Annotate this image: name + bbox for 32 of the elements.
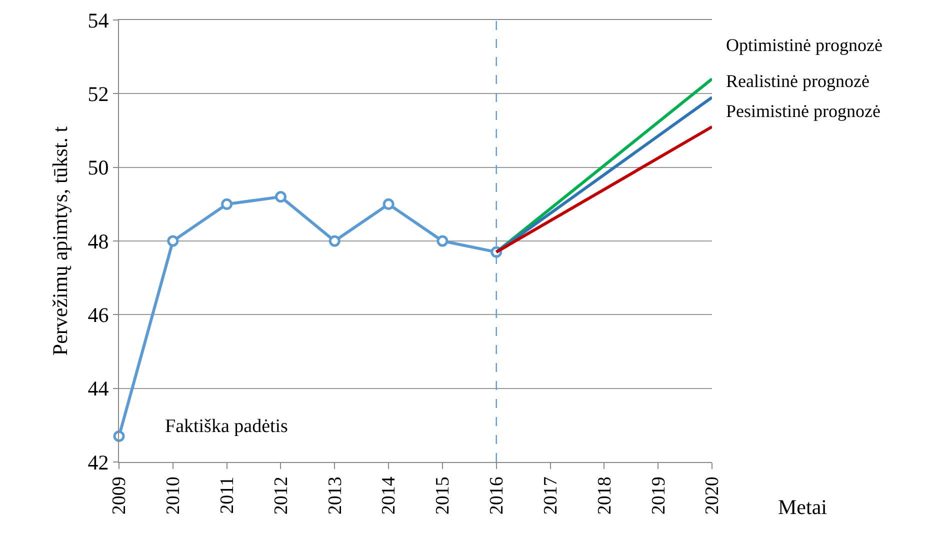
series-label: Realistinė prognozė <box>726 71 870 91</box>
x-tick-label: 2012 <box>270 476 292 515</box>
point <box>274 191 286 203</box>
y-tick-label: 52 <box>88 82 109 106</box>
point <box>328 235 340 247</box>
y-tick-label: 48 <box>88 229 109 254</box>
x-tick-label: 2009 <box>109 476 130 515</box>
y-axis-title: Pervežimų apimtys, tūkst. t <box>48 126 72 356</box>
x-tick-label: 2014 <box>378 476 400 515</box>
x-axis-title: Metai <box>778 495 828 519</box>
x-tick-label: 2018 <box>594 476 616 515</box>
y-tick-label: 50 <box>88 156 109 180</box>
x-tick-label: 2011 <box>216 476 238 514</box>
x-tick-label: 2016 <box>486 476 508 515</box>
point <box>113 430 125 442</box>
y-tick-label: 44 <box>88 376 110 401</box>
y-tick-label: 42 <box>88 450 109 474</box>
point <box>436 235 448 247</box>
x-tick-label: 2013 <box>324 476 346 515</box>
series-label: Optimistinė prognozė <box>726 35 882 55</box>
x-tick-label: 2015 <box>432 476 454 515</box>
point <box>221 198 233 210</box>
x-tick-label: 2010 <box>163 476 184 515</box>
point <box>382 198 394 210</box>
y-tick-label: 46 <box>88 303 109 328</box>
point <box>167 235 179 247</box>
x-tick-label: 2019 <box>648 476 670 515</box>
series-label: Pesimistinė prognozė <box>726 101 880 121</box>
x-tick-label: 2017 <box>540 476 562 515</box>
text: Faktiška padėtis <box>165 416 288 437</box>
y-tick-label: 54 <box>88 8 110 32</box>
x-tick-label: 2020 <box>702 476 724 515</box>
